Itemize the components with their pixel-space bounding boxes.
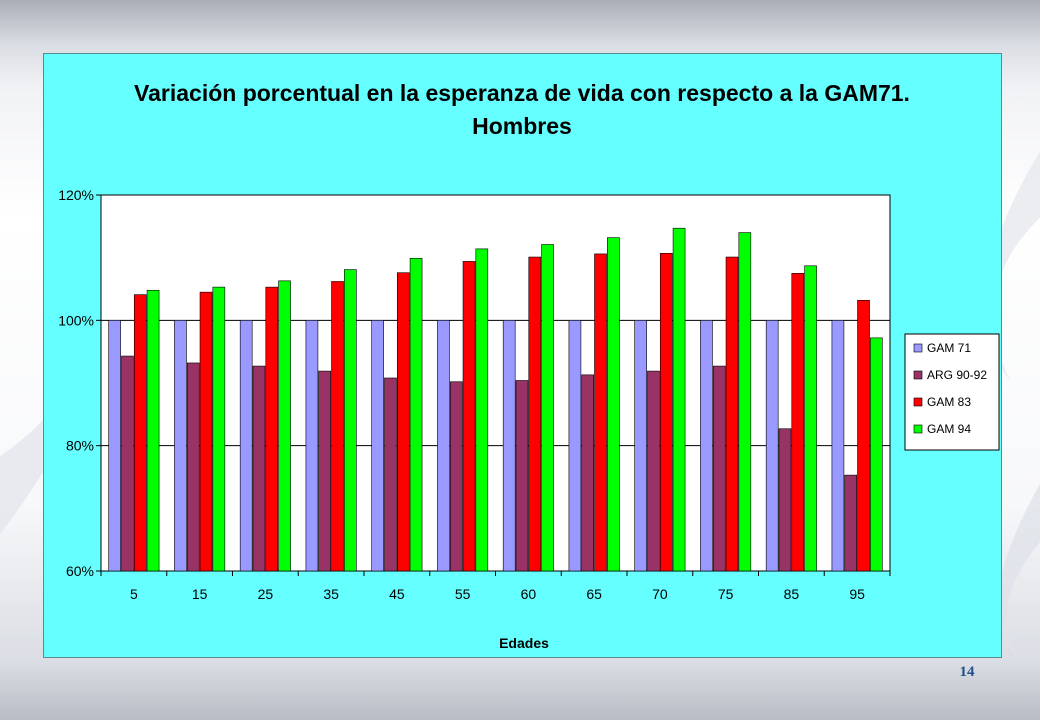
- bar-gam-94-70: [672, 227, 686, 572]
- bar-arg-90-92-60: [515, 380, 529, 572]
- legend-swatch-arg-90-92: [913, 370, 923, 380]
- bar-gam-83-75: [725, 256, 739, 572]
- x-axis-title: Edades: [499, 635, 549, 651]
- bar-gam-83-65: [594, 253, 607, 572]
- bar-gam-71-70: [634, 320, 647, 572]
- bar-arg-90-92-95: [844, 474, 858, 572]
- bar-gam-94-5: [146, 289, 160, 572]
- chart-subtitle: Hombres: [472, 113, 572, 139]
- legend-swatch-gam-94: [913, 424, 923, 434]
- bar-gam-71-15: [174, 320, 187, 572]
- bar-gam-71-25: [239, 320, 253, 572]
- x-tick-label: 25: [258, 586, 274, 602]
- x-tick-label: 70: [652, 586, 668, 602]
- bar-gam-71-60: [502, 320, 516, 572]
- bar-gam-71-65: [568, 320, 582, 572]
- bar-gam-83-55: [462, 261, 476, 572]
- x-tick-label: 45: [389, 586, 405, 602]
- bar-gam-94-95: [870, 337, 883, 572]
- bar-gam-71-5: [108, 320, 121, 572]
- bar-arg-90-92-75: [712, 365, 726, 572]
- bar-gam-83-95: [857, 299, 870, 572]
- bar-arg-90-92-70: [647, 370, 660, 572]
- bar-chart: Variación porcentual en la esperanza de …: [58, 80, 1000, 651]
- bar-arg-90-92-15: [186, 362, 200, 572]
- x-tick-label: 65: [586, 586, 602, 602]
- legend-label: ARG 90-92: [927, 368, 987, 382]
- plot-area: 60% 80% 100% 120% 5 15 25 35 45 55 60 65 70 75 85 95: [58, 187, 891, 602]
- bar-gam-83-15: [199, 291, 213, 572]
- y-tick-label: 120%: [58, 187, 94, 203]
- bar-gam-83-60: [528, 256, 542, 572]
- bar-gam-94-55: [475, 248, 489, 572]
- bar-arg-90-92-5: [121, 355, 134, 572]
- bar-gam-94-60: [541, 244, 554, 572]
- bar-arg-90-92-45: [384, 377, 397, 572]
- bar-gam-94-65: [607, 237, 620, 572]
- bar-arg-90-92-85: [778, 428, 792, 572]
- chart-panel: Variación porcentual en la esperanza de …: [43, 53, 1002, 658]
- plot-background: [100, 194, 891, 572]
- bar-gam-83-85: [791, 273, 805, 572]
- bar-gam-71-55: [437, 320, 450, 572]
- bar-gam-71-75: [700, 320, 713, 572]
- x-tick-label: 60: [521, 586, 537, 602]
- legend-label: GAM 94: [927, 422, 971, 436]
- legend-swatch-gam-71: [913, 343, 923, 353]
- y-tick-label: 80%: [66, 438, 94, 454]
- bar-gam-94-25: [278, 280, 291, 572]
- x-tick-label: 85: [784, 586, 800, 602]
- x-tick-label: 95: [849, 586, 865, 602]
- bar-gam-71-35: [305, 320, 319, 572]
- bar-gam-94-85: [804, 265, 817, 572]
- bar-gam-71-95: [831, 320, 845, 572]
- x-tick-label: 55: [455, 586, 471, 602]
- y-tick-label: 100%: [58, 312, 94, 328]
- bar-arg-90-92-35: [318, 370, 332, 572]
- bar-gam-83-5: [133, 294, 147, 572]
- bar-gam-83-45: [396, 272, 410, 572]
- bar-gam-83-35: [331, 281, 344, 572]
- bar-gam-83-70: [659, 252, 673, 572]
- x-tick-label: 5: [130, 586, 138, 602]
- x-tick-label: 35: [323, 586, 339, 602]
- legend-label: GAM 83: [927, 395, 971, 409]
- legend-label: GAM 71: [927, 341, 971, 355]
- x-tick-label: 75: [718, 586, 734, 602]
- bar-gam-71-45: [371, 320, 384, 572]
- bar-gam-83-25: [265, 286, 279, 572]
- bar-arg-90-92-65: [581, 374, 595, 572]
- bar-gam-94-35: [344, 269, 357, 572]
- legend: GAM 71 ARG 90-92 GAM 83 GAM 94: [904, 333, 1000, 451]
- legend-swatch-gam-83: [913, 397, 923, 407]
- bar-gam-94-15: [212, 286, 226, 572]
- bar-gam-94-45: [409, 257, 423, 572]
- page-number: 14: [959, 664, 975, 680]
- bar-gam-71-85: [765, 320, 779, 572]
- x-tick-label: 15: [192, 586, 208, 602]
- bar-gam-94-75: [738, 232, 752, 572]
- y-tick-label: 60%: [66, 563, 94, 579]
- bar-arg-90-92-25: [252, 365, 266, 572]
- chart-title: Variación porcentual en la esperanza de …: [134, 80, 910, 106]
- bar-arg-90-92-55: [449, 381, 463, 572]
